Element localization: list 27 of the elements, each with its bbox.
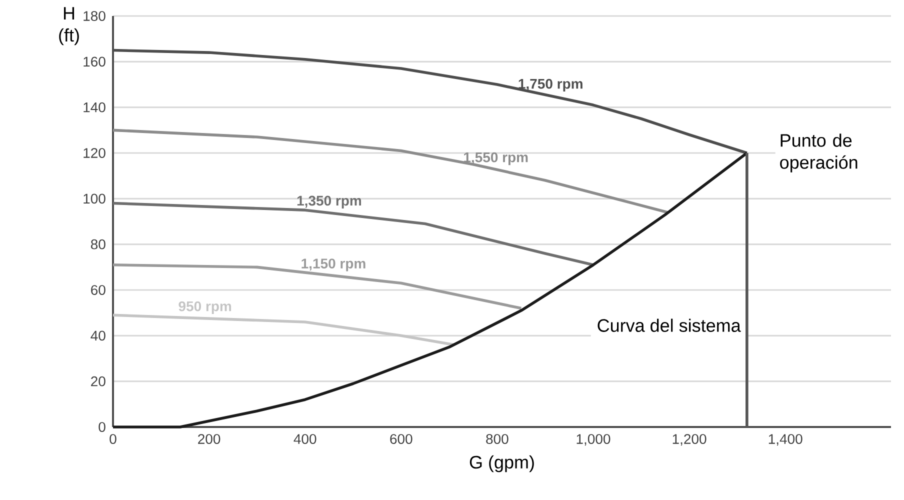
annotation: Punto de operación [780,134,858,172]
y-tick-label: 0 [98,422,106,432]
y-tick-label: 80 [90,239,106,250]
y-tick-label: 100 [84,194,106,204]
series-label: 1,150 rpm [302,258,366,272]
x-axis-title: G (gpm) [470,455,534,472]
x-tick-label: 200 [198,434,220,444]
y-tick-label: 20 [91,376,106,386]
y-tick-label: 180 [84,11,106,21]
x-tick-label: 600 [390,434,412,444]
text: Curva del sistema [598,318,741,332]
series-label: 1,350 rpm [297,196,362,208]
x-tick-label: 400 [294,434,316,444]
x-tick-label: 800 [486,434,508,444]
x-tick-label: 1,400 [768,434,802,446]
y-tick-label: 40 [90,330,106,341]
series-label: 1,750 rpm [518,78,582,92]
x-tick-label: 0 [110,434,116,444]
y-axis-title: H (ft) [59,7,79,46]
y-tick-label: 120 [84,148,106,158]
series-label: 950 rpm [178,301,232,314]
x-tick-label: 1,200 [672,434,706,446]
y-tick-label: 140 [84,102,106,112]
x-tick-label: 1,000 [576,434,610,446]
y-tick-label: 160 [84,56,106,67]
y-tick-label: 60 [91,285,106,295]
series-label: 1,550 rpm [464,152,528,166]
